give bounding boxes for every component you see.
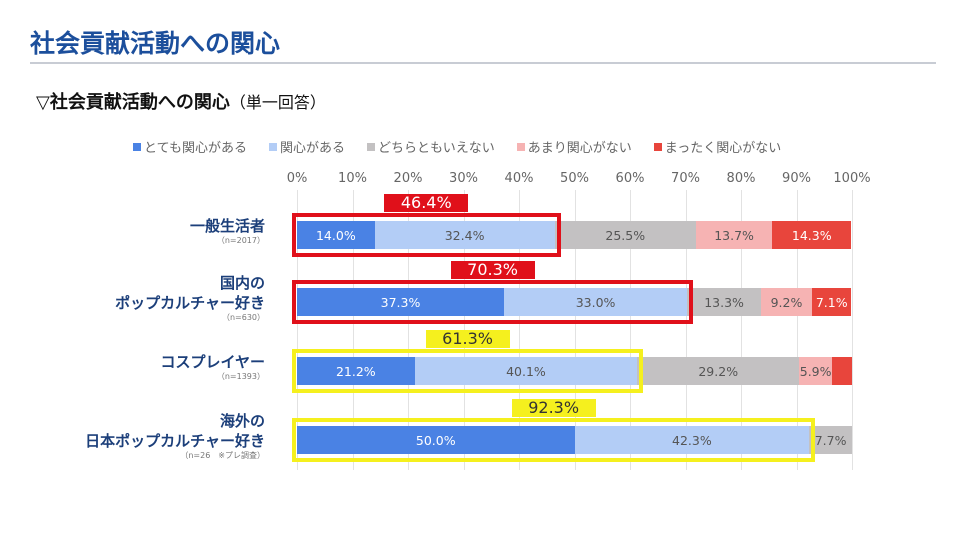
x-tick-label: 50% xyxy=(560,171,589,186)
bar-segment: 37.3% xyxy=(297,288,504,316)
gridline xyxy=(297,190,298,470)
gridline xyxy=(741,190,742,470)
bar-segment: 13.3% xyxy=(687,288,761,316)
gridline xyxy=(796,190,798,470)
bar-segment: 40.1% xyxy=(414,357,638,385)
category-label: 国内のポップカルチャー好き （n=630） xyxy=(115,273,265,323)
chart-subtitle: ▽社会貢献活動への関心（単一回答） xyxy=(36,88,326,114)
bar-segment: 7.1% xyxy=(812,288,852,316)
legend-item: あまり関心がない xyxy=(516,137,632,156)
legend-swatch xyxy=(516,142,525,151)
x-tick-label: 80% xyxy=(726,171,756,186)
gridline xyxy=(519,190,520,470)
x-tick-label: 100% xyxy=(833,171,871,186)
category-label: コスプレイヤー （n=1393） xyxy=(160,352,265,382)
subtitle-text: ▽社会貢献活動への関心 xyxy=(36,92,230,113)
bar-segment: 13.7% xyxy=(696,221,773,249)
legend-item: 関心がある xyxy=(268,137,345,156)
x-tick-label: 40% xyxy=(504,171,534,186)
bar-segment xyxy=(832,357,852,385)
highlight-total-label: 46.4% xyxy=(384,194,469,212)
highlight-box xyxy=(292,213,561,257)
page-title: 社会貢献活動への関心 xyxy=(30,29,281,58)
gridline xyxy=(352,190,354,470)
sample-size: （n=630） xyxy=(221,313,265,322)
bar-segment: 14.0% xyxy=(297,221,375,249)
legend-swatch xyxy=(653,142,662,151)
x-tick-label: 10% xyxy=(338,171,367,186)
legend-label: とても関心がある xyxy=(144,141,247,156)
x-tick-label: 0% xyxy=(286,171,308,186)
highlight-total-label: 92.3% xyxy=(511,399,596,417)
legend-swatch xyxy=(366,142,375,151)
category-line: 日本ポップカルチャー好き xyxy=(85,432,265,450)
category-line: コスプレイヤー xyxy=(160,353,265,371)
x-tick-label: 90% xyxy=(782,171,811,186)
x-tick-label: 70% xyxy=(671,171,700,186)
bar-segment: 7.7% xyxy=(809,426,852,454)
legend-swatch xyxy=(133,142,141,151)
bar-segment: 25.5% xyxy=(554,221,697,249)
bar-segment: 14.3% xyxy=(772,221,852,249)
bar-segment: 29.2% xyxy=(637,357,800,385)
category-line: 一般生活者 xyxy=(189,217,265,235)
gridline xyxy=(408,190,409,470)
bar-segment: 42.3% xyxy=(574,426,810,454)
legend-label: どちらともいえない xyxy=(377,141,495,156)
chart-legend: とても関心がある 関心がある どちらともいえない あまり関心がない まったく関心がない xyxy=(133,137,781,156)
gridline xyxy=(574,190,576,470)
legend-label: 関心がある xyxy=(279,141,345,156)
subtitle-note: （単一回答） xyxy=(229,93,326,112)
x-tick-label: 60% xyxy=(615,171,645,186)
highlight-box xyxy=(292,280,694,324)
category-line: 国内の xyxy=(219,274,265,292)
legend-swatch xyxy=(268,142,277,151)
sample-size: （n=1393） xyxy=(216,372,265,381)
category-line: ポップカルチャー好き xyxy=(115,294,265,312)
highlight-total-label: 70.3% xyxy=(450,261,535,279)
gridline xyxy=(685,190,687,470)
x-tick-label: 20% xyxy=(393,171,423,186)
sample-size: （n=2017） xyxy=(216,236,265,245)
x-tick-label: 30% xyxy=(449,171,478,186)
title-divider xyxy=(30,62,936,64)
category-label: 海外の日本ポップカルチャー好き （n=26 ※プレ調査） xyxy=(85,411,265,461)
bar-segment: 9.2% xyxy=(760,288,813,316)
highlight-box xyxy=(292,418,816,462)
legend-item: まったく関心がない xyxy=(653,137,782,156)
bar-segment: 33.0% xyxy=(504,288,688,316)
legend-item: とても関心がある xyxy=(133,137,247,156)
gridline xyxy=(630,190,631,470)
bar-segment: 5.9% xyxy=(799,357,832,385)
gridline xyxy=(852,190,853,470)
bar-segment: 21.2% xyxy=(297,357,415,385)
highlight-box xyxy=(292,349,644,393)
category-label: 一般生活者 （n=2017） xyxy=(190,216,265,246)
legend-label: まったく関心がない xyxy=(664,141,782,156)
bar-segment: 50.0% xyxy=(297,426,575,454)
sample-size: （n=26 ※プレ調査） xyxy=(180,451,265,460)
highlight-total-label: 61.3% xyxy=(425,330,510,348)
bar-segment: 32.4% xyxy=(374,221,555,249)
legend-label: あまり関心がない xyxy=(527,141,632,156)
legend-item: どちらともいえない xyxy=(366,137,495,156)
category-line: 海外の xyxy=(219,412,265,430)
